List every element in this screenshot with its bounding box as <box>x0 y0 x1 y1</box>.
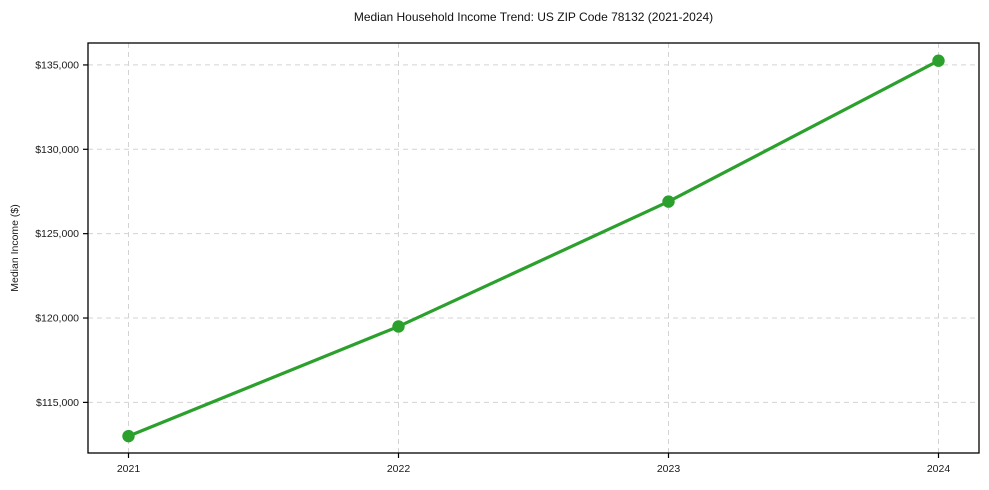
data-point-2021 <box>122 429 135 443</box>
plot-border <box>87 42 980 454</box>
y-tick-label: $125,000 <box>35 228 79 240</box>
data-point-2022 <box>392 320 405 333</box>
x-tick-label: 2021 <box>117 463 141 475</box>
trend-line <box>126 59 941 438</box>
x-tick-label: 2023 <box>657 463 681 475</box>
y-tick-label: $135,000 <box>35 59 79 71</box>
y-tick-label: $120,000 <box>35 313 79 325</box>
data-point-2024 <box>932 54 945 67</box>
chart-title: Median Household Income Trend: US ZIP Co… <box>353 10 714 24</box>
x-tick-label: 2022 <box>387 463 411 475</box>
x-tick-label: 2024 <box>927 463 951 475</box>
y-tick-label: $115,000 <box>36 397 79 409</box>
y-tick-label: $130,000 <box>35 144 79 156</box>
data-point-2023 <box>662 195 675 208</box>
